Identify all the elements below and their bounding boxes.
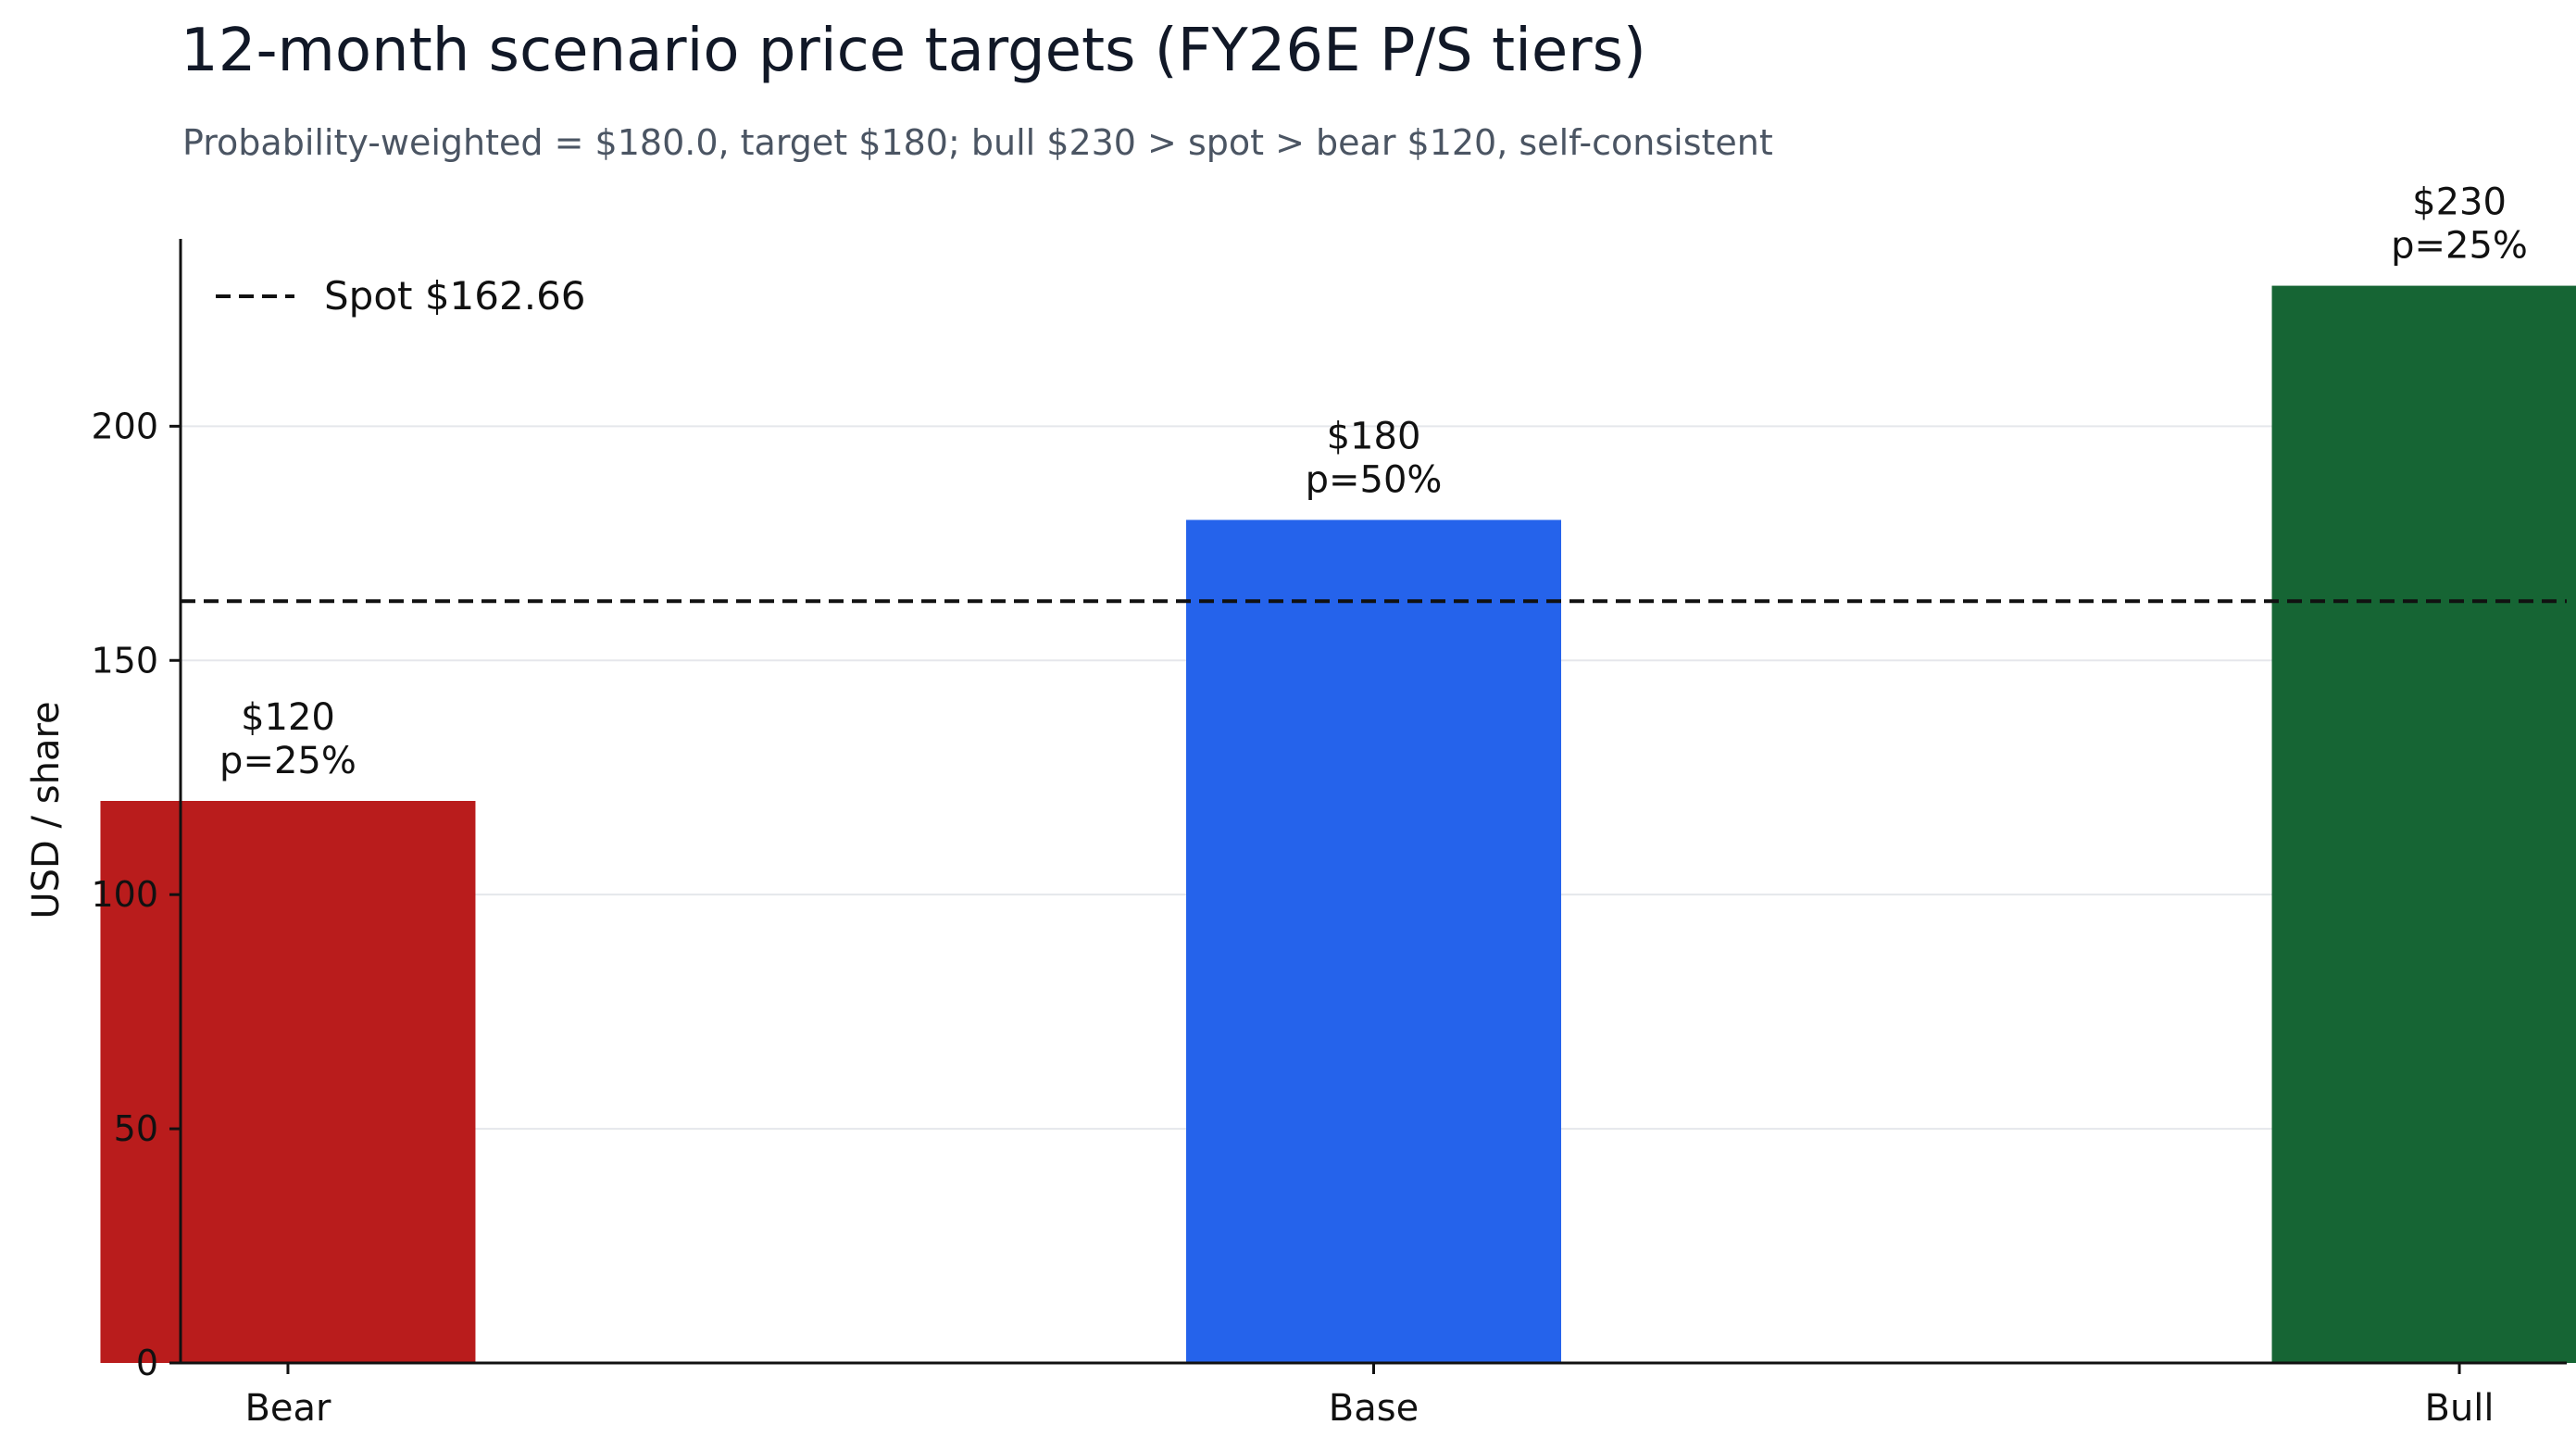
chart-title: 12-month scenario price targets (FY26E P…	[181, 17, 1646, 85]
y-tick-label: 150	[91, 640, 158, 681]
data-label-value: $230	[2412, 181, 2507, 224]
y-tick-label: 50	[114, 1108, 158, 1149]
y-tick-label: 100	[91, 874, 158, 915]
x-tick-label: Bull	[2425, 1387, 2495, 1430]
y-tick-label: 200	[91, 406, 158, 446]
legend-label: Spot $162.66	[324, 273, 586, 319]
data-label-value: $180	[1327, 416, 1421, 458]
data-label-value: $120	[241, 696, 335, 739]
data-label-probability: p=25%	[2391, 225, 2528, 268]
chart-subtitle: Probability-weighted = $180.0, target $1…	[182, 122, 1773, 163]
data-label-probability: p=25%	[219, 740, 356, 782]
y-tick-label: 0	[136, 1343, 158, 1383]
y-axis-label: USD / share	[25, 701, 68, 919]
bar-bear	[100, 801, 476, 1363]
data-label-probability: p=50%	[1306, 459, 1443, 502]
bar-base	[1186, 519, 1561, 1363]
x-tick-label: Bear	[244, 1387, 331, 1430]
bar-bull	[2271, 285, 2576, 1363]
x-tick-label: Base	[1329, 1387, 1419, 1430]
